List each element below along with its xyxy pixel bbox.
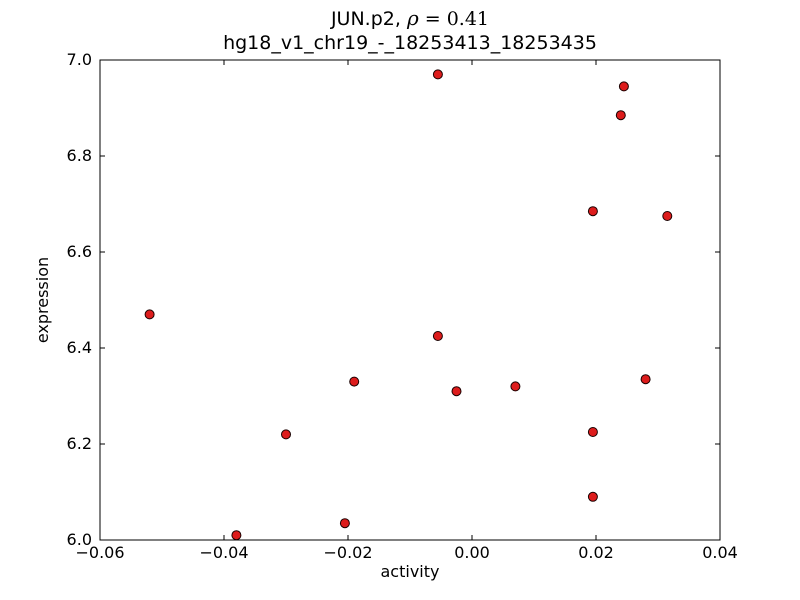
- y-tick-label: 6.0: [67, 530, 92, 549]
- chart-title-prefix: JUN.p2,: [330, 8, 407, 30]
- x-axis-ticks: [99, 60, 721, 540]
- chart-title-line2: hg18_v1_chr19_-_18253413_18253435: [223, 32, 597, 54]
- scatter-point: [587, 491, 598, 502]
- y-axis-ticks: [100, 59, 720, 541]
- scatter-point: [349, 376, 360, 387]
- scatter-point: [615, 110, 626, 121]
- scatter-point: [339, 518, 350, 529]
- x-axis-label: activity: [381, 562, 440, 581]
- y-axis-label: expression: [33, 257, 52, 343]
- chart-title-correlation-value: = 0.41: [419, 8, 489, 30]
- x-tick-label: 0.04: [702, 543, 738, 562]
- rho-symbol: ρ: [406, 6, 419, 30]
- y-tick-label: 6.6: [67, 242, 92, 261]
- scatter-point: [144, 309, 155, 320]
- x-tick-label: −0.04: [199, 543, 248, 562]
- x-tick-label: 0.02: [578, 543, 614, 562]
- chart-title-line1: JUN.p2, ρ = 0.41: [330, 6, 489, 30]
- scatter-point: [510, 381, 521, 392]
- x-tick-label: −0.02: [323, 543, 372, 562]
- scatter-point: [432, 69, 443, 80]
- scatter-point: [281, 429, 291, 440]
- y-tick-label: 7.0: [67, 50, 92, 69]
- y-tick-label: 6.2: [67, 434, 92, 453]
- plot-border: [99, 59, 721, 541]
- y-tick-label: 6.8: [67, 146, 92, 165]
- scatter-point: [587, 427, 598, 437]
- y-tick-labels: 6.0 6.2 6.4 6.6 6.8 7.0: [67, 50, 92, 549]
- x-tick-label: 0.00: [454, 543, 490, 562]
- scatter-point: [231, 530, 242, 541]
- scatter-point: [618, 81, 629, 92]
- scatter-point: [451, 386, 462, 397]
- scatter-point: [640, 374, 651, 385]
- scatter-point: [587, 206, 598, 217]
- y-tick-label: 6.4: [67, 338, 92, 357]
- scatter-point: [662, 211, 673, 221]
- x-tick-labels: −0.06 −0.04 −0.02 0.00 0.02 0.04: [75, 543, 737, 562]
- scatter-point: [432, 331, 443, 341]
- x-tick-label: −0.06: [75, 543, 124, 562]
- data-points: [144, 69, 673, 541]
